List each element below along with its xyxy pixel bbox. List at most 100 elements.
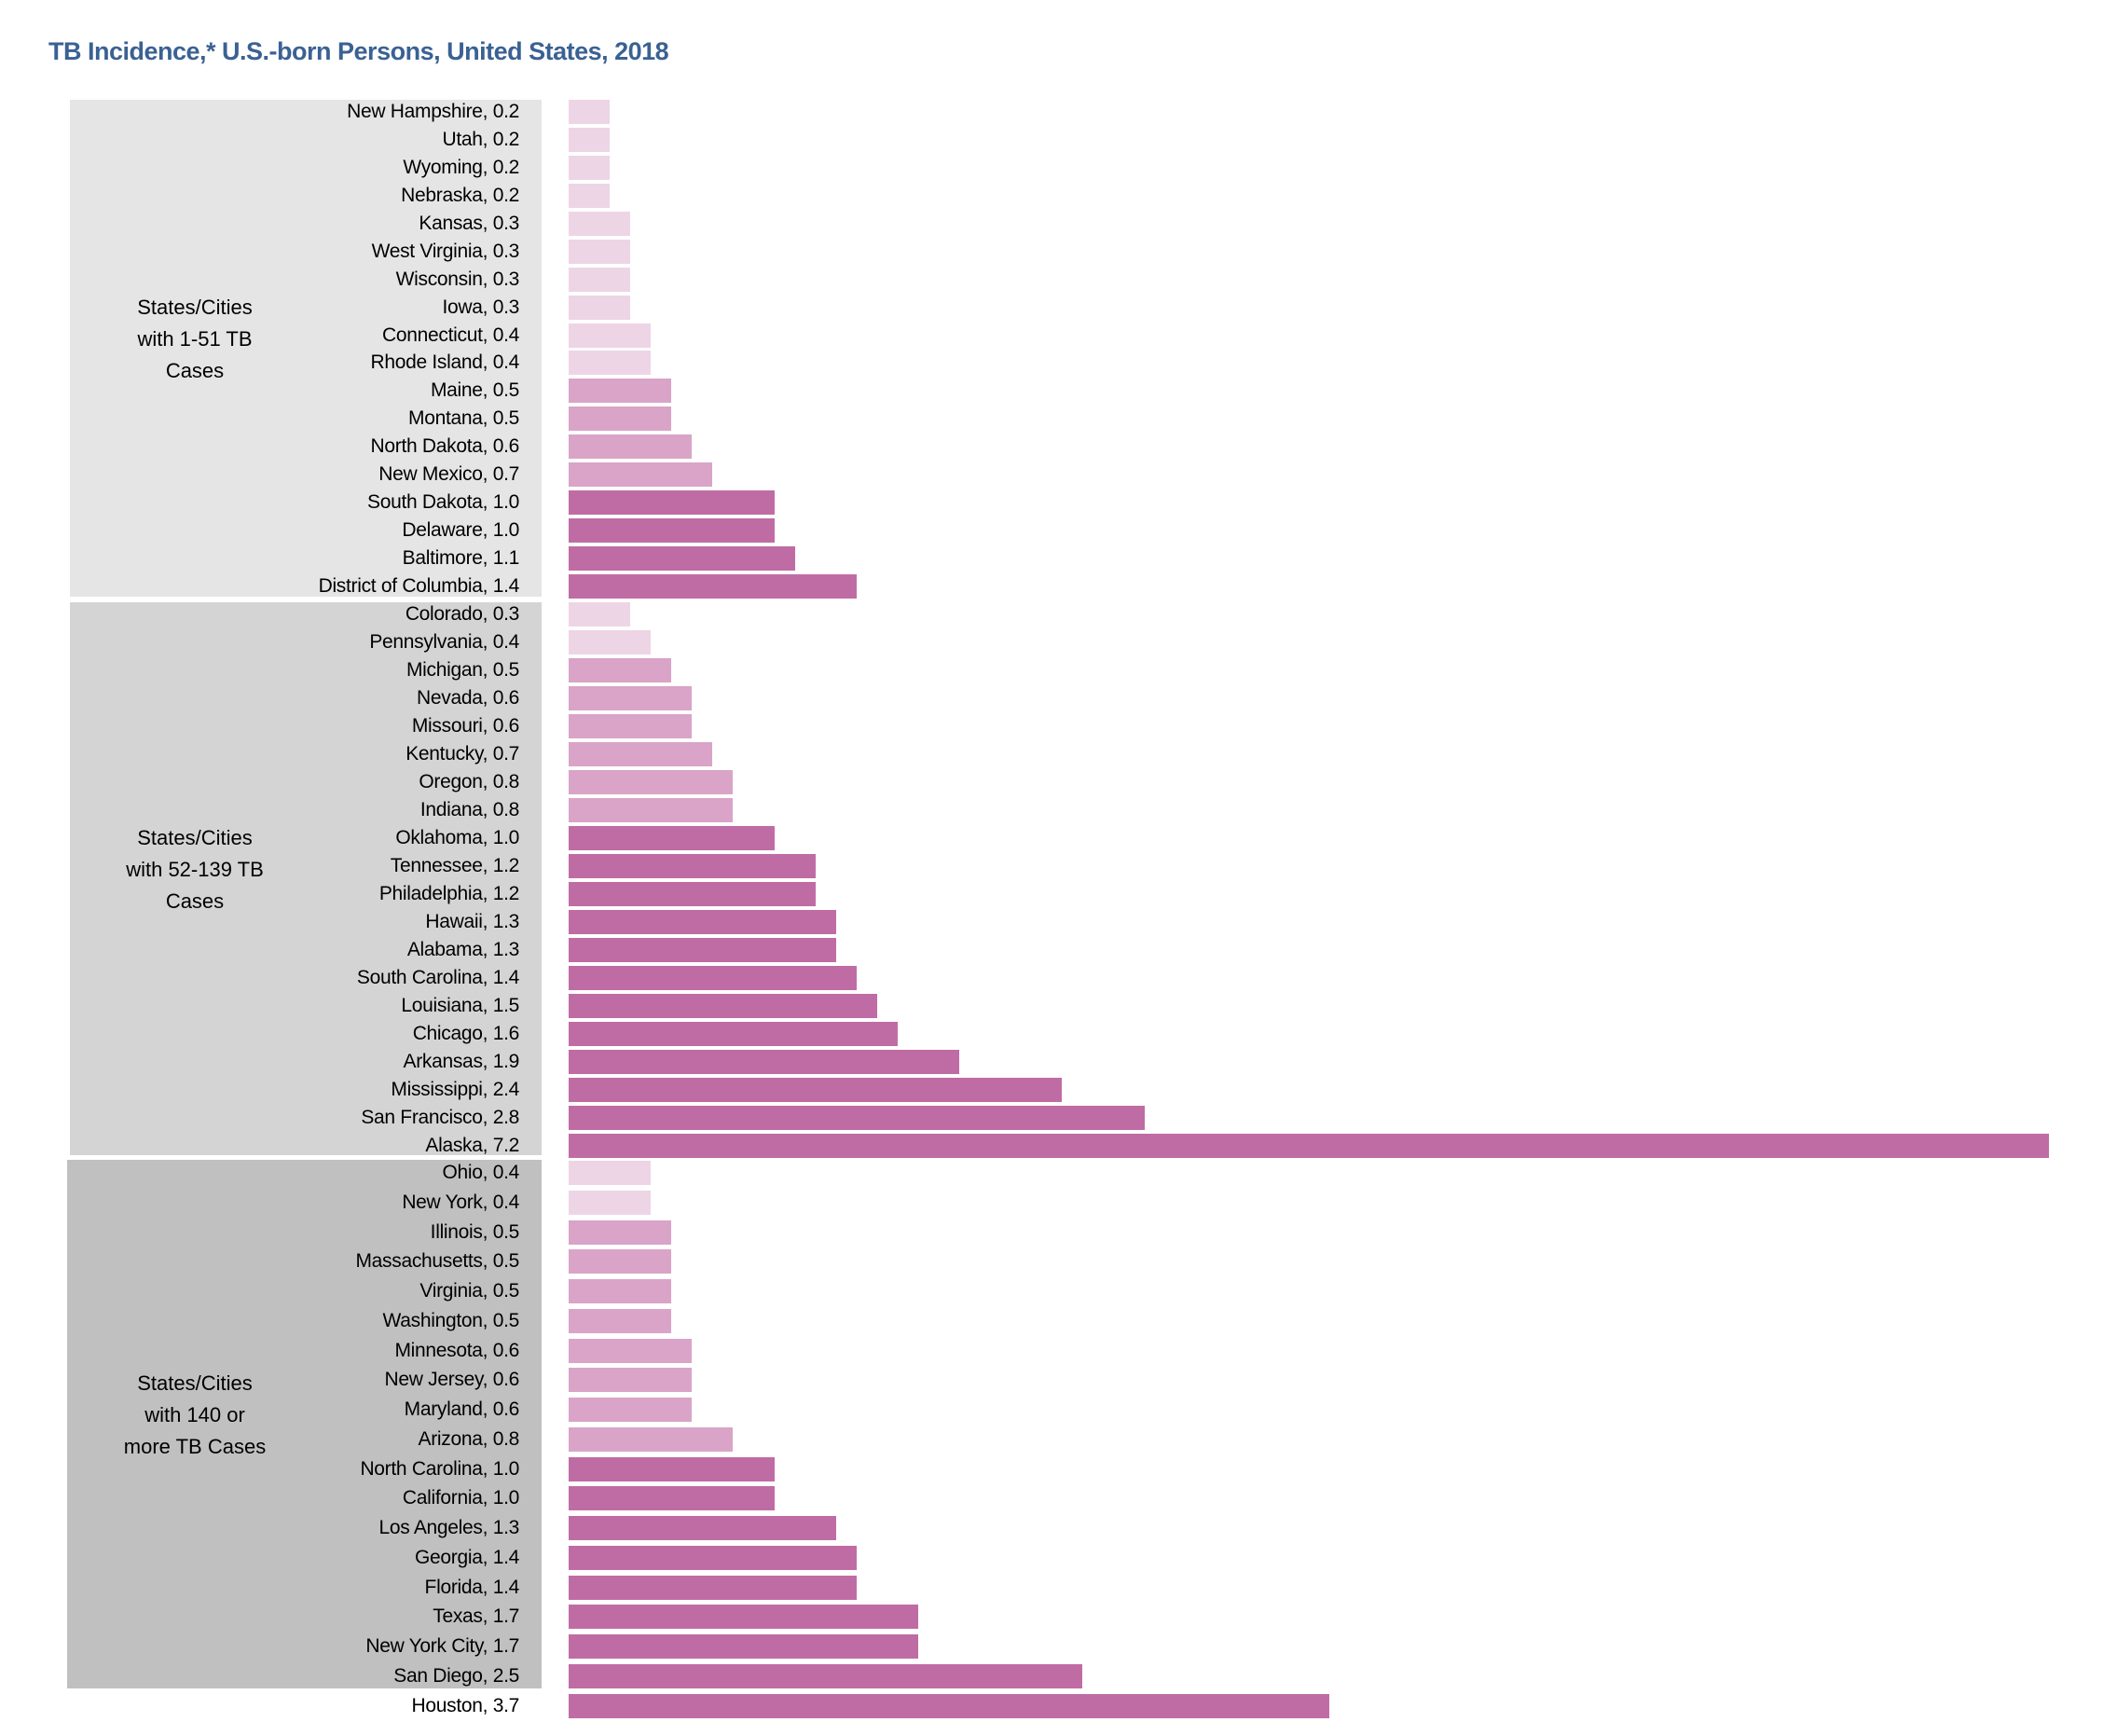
bar-wisconsin <box>569 267 631 292</box>
category-label: Wisconsin, 0.3 <box>395 268 520 290</box>
category-label: Florida, 1.4 <box>424 1576 520 1598</box>
bar-alaska <box>569 1134 2049 1158</box>
bar-chicago <box>569 1022 898 1046</box>
category-label: Arkansas, 1.9 <box>403 1051 520 1072</box>
bar-minnesota <box>569 1338 693 1363</box>
bar-virginia <box>569 1279 672 1304</box>
category-label: West Virginia, 0.3 <box>371 240 520 262</box>
category-label: Iowa, 0.3 <box>442 296 519 318</box>
category-label: Montana, 0.5 <box>408 407 519 430</box>
category-label: New Mexico, 0.7 <box>378 463 519 486</box>
bar-south-dakota <box>569 490 775 516</box>
group-label-line: with 1-51 TB <box>137 326 253 351</box>
category-label: North Carolina, 1.0 <box>360 1457 519 1480</box>
category-label: New York, 0.4 <box>402 1191 519 1213</box>
bar-montana <box>569 406 672 432</box>
bar-michigan <box>569 658 672 682</box>
category-label: Missouri, 0.6 <box>411 715 519 737</box>
category-label: Connecticut, 0.4 <box>382 324 519 346</box>
group-label-line: States/Cities <box>137 295 253 319</box>
bar-wyoming <box>569 155 611 180</box>
category-label: District of Columbia, 1.4 <box>318 574 520 597</box>
bar-oregon <box>569 770 734 794</box>
group-label: States/Cities with 1-51 TB Cases <box>102 292 288 387</box>
bar-new-jersey <box>569 1368 693 1393</box>
category-label: Oklahoma, 1.0 <box>395 827 519 848</box>
bar-utah <box>569 127 611 152</box>
bar-philadelphia <box>569 882 816 906</box>
category-label: Chicago, 1.6 <box>412 1023 520 1044</box>
bar-ohio <box>569 1161 652 1185</box>
category-label: Hawaii, 1.3 <box>425 911 519 932</box>
category-label: Nebraska, 0.2 <box>401 184 519 206</box>
bar-tennessee <box>569 854 816 878</box>
category-label: Louisiana, 1.5 <box>401 995 519 1016</box>
bar-new-york-city <box>569 1634 918 1660</box>
group-label: States/Cities with 52-139 TB Cases <box>102 822 288 917</box>
bar-baltimore <box>569 546 795 572</box>
category-label: Kentucky, 0.7 <box>406 743 519 765</box>
group-label-line: more TB Cases <box>123 1434 267 1458</box>
category-label: San Diego, 2.5 <box>393 1664 519 1687</box>
bar-san-diego <box>569 1663 1083 1688</box>
category-label: Philadelphia, 1.2 <box>378 883 519 904</box>
category-label: Illinois, 0.5 <box>430 1220 520 1243</box>
category-label: Alaska, 7.2 <box>425 1135 519 1156</box>
bar-new-mexico <box>569 462 713 488</box>
bar-san-francisco <box>569 1106 1145 1130</box>
category-label: Ohio, 0.4 <box>442 1162 519 1183</box>
category-label: Los Angeles, 1.3 <box>378 1517 520 1539</box>
category-label: Tennessee, 1.2 <box>390 855 520 876</box>
bar-delaware <box>569 518 775 544</box>
category-label: Georgia, 1.4 <box>415 1546 519 1568</box>
bar-connecticut <box>569 323 652 348</box>
category-label: Wyoming, 0.2 <box>403 156 519 178</box>
category-label: Michigan, 0.5 <box>406 659 519 681</box>
category-label: Colorado, 0.3 <box>405 603 519 625</box>
group-label-line: Cases <box>165 889 225 913</box>
category-label: New Jersey, 0.6 <box>384 1369 520 1391</box>
category-label: Utah, 0.2 <box>442 128 519 150</box>
bar-illinois <box>569 1219 672 1245</box>
category-label: Maine, 0.5 <box>430 379 519 402</box>
category-label: Houston, 3.7 <box>411 1694 520 1716</box>
bar-massachusetts <box>569 1249 672 1274</box>
bar-alabama <box>569 938 836 962</box>
category-label: Texas, 1.7 <box>433 1605 519 1628</box>
bar-mississippi <box>569 1078 1063 1102</box>
bar-maryland <box>569 1398 693 1423</box>
bar-kentucky <box>569 742 713 766</box>
bar-kansas <box>569 211 631 236</box>
bar-district-of-columbia <box>569 573 857 599</box>
category-label: South Dakota, 1.0 <box>366 491 519 514</box>
bar-colorado <box>569 602 631 627</box>
bar-pennsylvania <box>569 630 652 654</box>
category-label: Maryland, 0.6 <box>404 1398 520 1421</box>
group-label-line: with 52-139 TB <box>126 857 264 881</box>
bar-hawaii <box>569 910 836 934</box>
bar-west-virginia <box>569 239 631 264</box>
group-panel: States/Cities with 1-51 TB Cases New Hampsh… <box>70 100 542 597</box>
bar-nebraska <box>569 183 611 208</box>
bar-florida <box>569 1575 857 1600</box>
group-panel: States/Cities with 52-139 TB Cases Colorado… <box>70 602 542 1156</box>
category-label: Massachusetts, 0.5 <box>355 1250 519 1273</box>
group-label-line: States/Cities <box>137 1371 253 1395</box>
bar-oklahoma <box>569 826 775 850</box>
bar-new-york <box>569 1190 652 1215</box>
category-label: San Francisco, 2.8 <box>361 1107 519 1128</box>
category-label: California, 1.0 <box>402 1487 519 1509</box>
group-label-line: Cases <box>165 358 225 382</box>
category-label: North Dakota, 0.6 <box>370 435 520 458</box>
category-label: Indiana, 0.8 <box>419 799 519 820</box>
bar-missouri <box>569 714 693 738</box>
category-label: South Carolina, 1.4 <box>356 967 519 988</box>
group-label-line: States/Cities <box>137 825 253 849</box>
group-label: States/Cities with 140 or more TB Cases <box>102 1368 288 1463</box>
bar-maine <box>569 379 672 404</box>
bar-rhode-island <box>569 351 652 376</box>
group-label-line: with 140 or <box>144 1402 245 1426</box>
bar-nevada <box>569 686 693 710</box>
bar-california <box>569 1486 775 1511</box>
category-label: Rhode Island, 0.4 <box>370 351 519 374</box>
